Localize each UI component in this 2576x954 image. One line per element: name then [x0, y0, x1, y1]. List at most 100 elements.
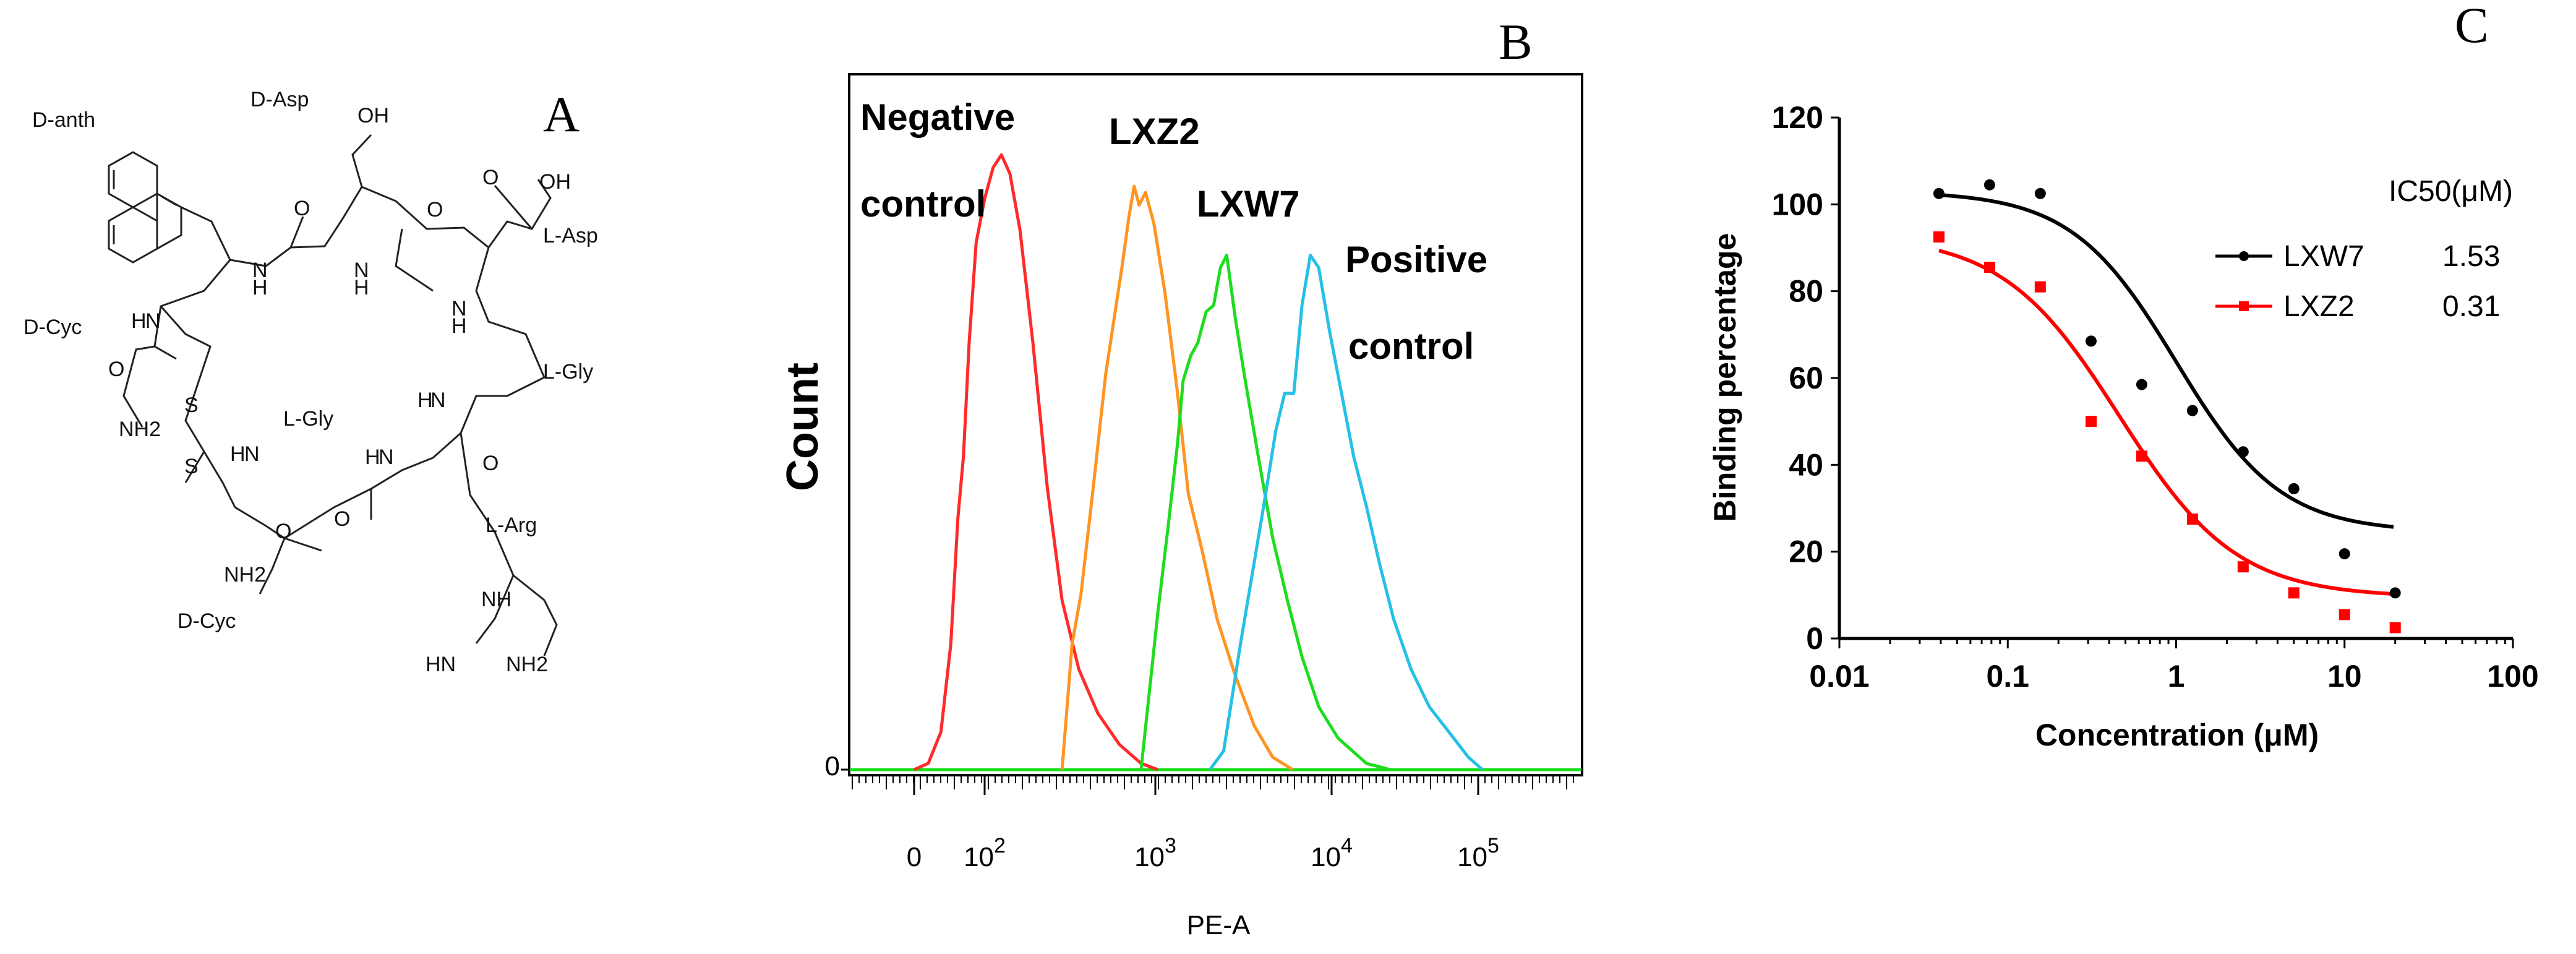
histogram-series-labels: Negative control LXZ2 LXW7 Positive cont… [860, 97, 1487, 367]
label-negative-line2: control [860, 183, 986, 225]
histogram-y-tick-0: 0 [825, 751, 840, 781]
point-lxz2 [2339, 609, 2350, 621]
anthracene-rings [108, 151, 182, 264]
atom-s-1: S [184, 393, 199, 417]
legend-marker-lxz2 [2239, 301, 2249, 311]
histogram-ticks [841, 768, 1574, 795]
dose-x-tick-label: 100 [2487, 659, 2538, 694]
legend-ic50-lxz2: 0.31 [2442, 290, 2500, 323]
point-lxz2 [2186, 514, 2198, 525]
point-lxz2 [2085, 416, 2097, 428]
histogram-series-lxw7 [1139, 254, 1391, 771]
atom-n-6: N [145, 309, 161, 333]
point-lxw7 [2186, 405, 2198, 416]
atom-o-3: O [482, 166, 499, 189]
atom-h-7: H [230, 442, 246, 466]
histogram-x-tick-labels: 0 102 103 104 105 [907, 834, 1499, 872]
panel-c-letter: C [2455, 0, 2489, 53]
atom-nh: NH [481, 588, 511, 611]
atom-h-5: H [365, 445, 380, 469]
atom-labels: OH OH O O O H N N H N H N H N H N H N H … [108, 104, 571, 676]
atom-n-4: N [430, 389, 446, 412]
backbone-bonds [122, 134, 558, 656]
atom-nh2-1: NH2 [119, 418, 161, 441]
atom-oh-2: OH [539, 170, 571, 194]
point-lxw7 [2136, 379, 2147, 390]
dose-y-tick-label: 0 [1806, 621, 1823, 656]
legend-name-lxw7: LXW7 [2283, 240, 2364, 273]
point-lxw7 [2288, 483, 2300, 494]
point-lxz2 [2237, 561, 2249, 573]
dose-x-tick-label: 0.1 [1986, 659, 2029, 694]
dose-y-tick-label: 80 [1789, 274, 1823, 309]
legend-title: IC50(μM) [2389, 175, 2513, 208]
panel-a-structure: A [24, 86, 598, 676]
point-lxw7 [1983, 179, 1995, 191]
atom-o-5: O [482, 452, 499, 475]
point-lxz2 [2389, 622, 2401, 634]
atom-nh2-3: NH2 [506, 653, 548, 676]
atom-n-1: N [252, 259, 268, 282]
label-positive-line2: control [1348, 325, 1474, 367]
residue-l-gly-mid: L-Gly [283, 407, 333, 431]
residue-d-cyc-bottom: D-Cyc [178, 609, 236, 633]
label-negative-line1: Negative [860, 97, 1015, 138]
residue-l-gly-right: L-Gly [543, 360, 593, 384]
label-positive-line1: Positive [1345, 239, 1487, 280]
legend-name-lxz2: LXZ2 [2283, 290, 2355, 323]
point-lxz2 [1983, 262, 1995, 273]
legend-ic50-lxw7: 1.53 [2442, 240, 2500, 273]
atom-o-6: O [334, 507, 350, 531]
atom-n-5: N [379, 445, 394, 469]
dose-points [1933, 179, 2401, 634]
dose-legend: IC50(μM) LXW7 1.53 LXZ2 0.31 [2215, 175, 2513, 323]
point-lxw7 [1933, 187, 1945, 199]
histogram-x-tick-4: 105 [1457, 834, 1499, 872]
atom-n-3: N [451, 297, 467, 320]
panel-a-letter: A [543, 86, 580, 142]
dose-x-tick-label: 1 [2168, 659, 2185, 694]
point-lxz2 [2288, 587, 2300, 599]
dose-x-label: Concentration (μM) [2035, 718, 2319, 752]
histogram-x-tick-0: 0 [907, 842, 922, 872]
atom-n-7: N [244, 442, 260, 466]
dose-y-tick-label: 60 [1789, 361, 1823, 395]
dose-y-tick-label: 40 [1789, 447, 1823, 482]
legend-marker-lxw7 [2239, 251, 2249, 261]
point-lxz2 [2034, 281, 2046, 293]
point-lxz2 [1933, 231, 1945, 243]
dose-ticks: 0 20 40 60 80 100 120 0.01 0.1 1 10 100 [1772, 100, 2539, 694]
atom-h-2: H [354, 276, 369, 299]
atom-h-1: H [252, 276, 268, 299]
atom-o-4: O [108, 358, 124, 381]
atom-n-2: N [354, 259, 369, 282]
histogram-frame [848, 73, 1583, 776]
residue-l-arg: L-Arg [486, 514, 537, 537]
histogram-x-tick-3: 104 [1311, 834, 1353, 872]
point-lxz2 [2136, 450, 2147, 462]
residue-l-asp: L-Asp [543, 224, 598, 247]
point-lxw7 [2389, 587, 2401, 599]
histogram-x-label: PE-A [1187, 910, 1251, 940]
histogram-series-negative-control [913, 153, 1158, 771]
point-lxw7 [2237, 446, 2249, 458]
label-lxw7: LXW7 [1197, 183, 1300, 225]
dose-fit-curves [1938, 193, 2394, 596]
point-lxw7 [2034, 187, 2046, 199]
atom-hn: HN [426, 653, 456, 676]
residue-d-anth: D-anth [32, 108, 95, 132]
dose-y-tick-label: 100 [1772, 187, 1823, 221]
dose-x-tick-label: 0.01 [1809, 659, 1869, 694]
atom-h-4: H [417, 389, 433, 412]
residue-labels: D-anth D-Asp L-Asp D-Cyc L-Gly L-Gly L-A… [24, 88, 598, 633]
residue-d-asp: D-Asp [250, 88, 309, 111]
label-lxz2: LXZ2 [1109, 111, 1200, 152]
atom-o-2: O [427, 198, 443, 221]
panel-b-letter: B [1499, 14, 1533, 70]
atom-h-6: H [131, 309, 147, 333]
histogram-y-label: Count [778, 363, 828, 491]
dose-y-label: Binding percentage [1708, 233, 1742, 522]
histogram-series-positive-control [1209, 254, 1484, 771]
histogram-curves [850, 153, 1581, 771]
